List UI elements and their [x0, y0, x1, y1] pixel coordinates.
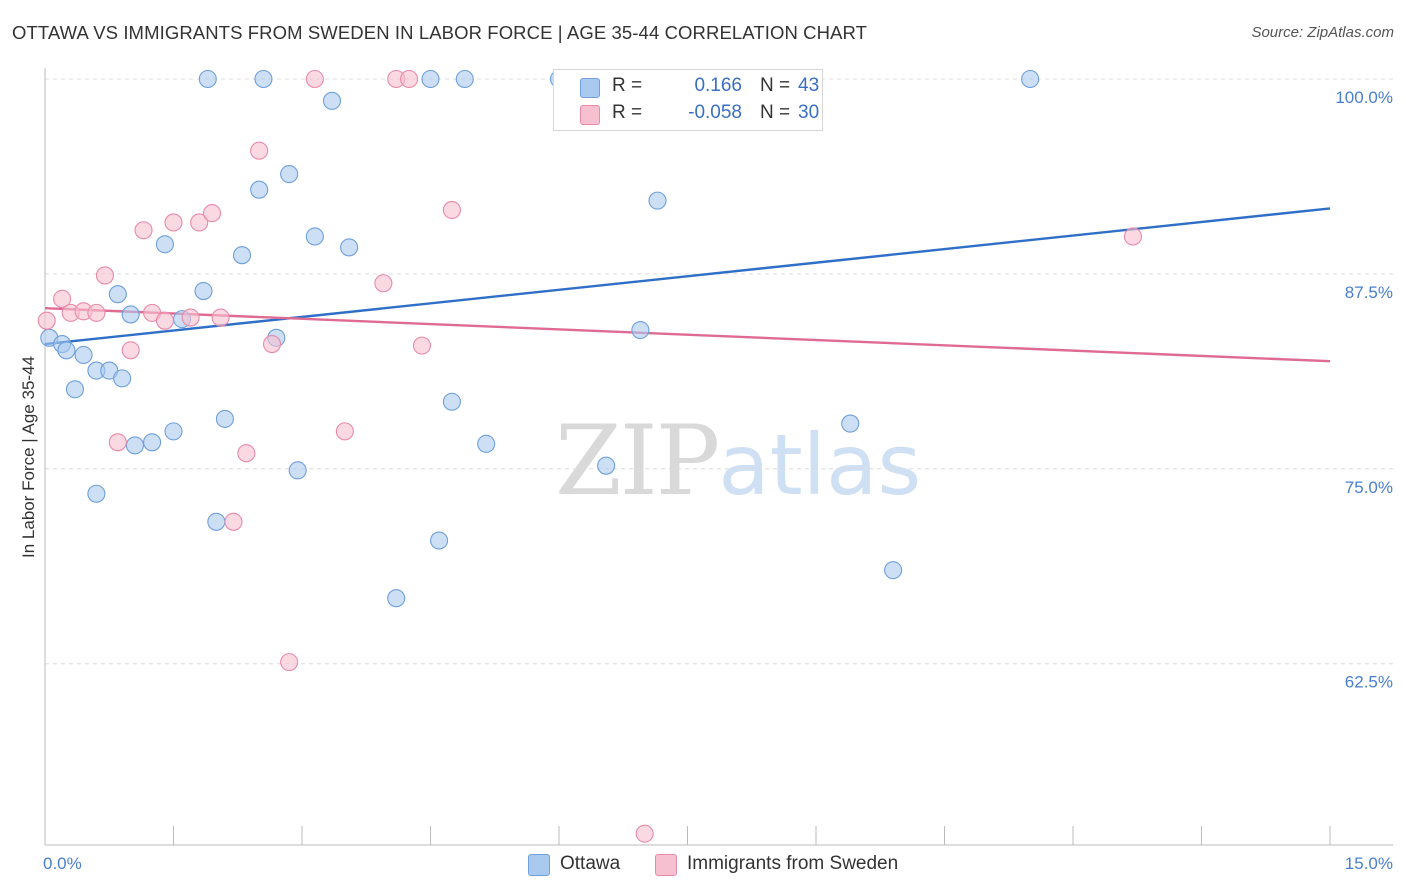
ottawa-point [305, 227, 324, 246]
watermark-zip: ZIP [555, 405, 720, 517]
ottawa-point [280, 165, 299, 184]
n-label: N = [760, 102, 791, 123]
ottawa-point [455, 69, 474, 89]
ottawa-point [322, 91, 342, 110]
y-tick-label: 75.0% [1345, 478, 1393, 497]
legend-label: Immigrants from Sweden [687, 853, 899, 874]
axes [44, 68, 1393, 846]
ottawa-legend-swatch [528, 854, 550, 876]
sweden-point [108, 433, 127, 452]
ottawa-point [207, 512, 226, 531]
sweden-point [280, 653, 299, 672]
ottawa-point [65, 380, 85, 399]
ottawa-point [87, 484, 106, 503]
ottawa-point [430, 531, 449, 550]
ottawa-point [477, 434, 496, 453]
sweden-point [87, 303, 106, 322]
sweden-point [155, 311, 174, 330]
ottawa-point [57, 341, 76, 360]
ottawa-point [198, 69, 217, 89]
ottawa-point [121, 305, 140, 324]
sweden-point [442, 200, 461, 220]
r-value: -0.058 [688, 102, 742, 123]
ottawa-point [215, 409, 234, 428]
sweden-point [164, 213, 183, 232]
legend-label: Ottawa [560, 853, 621, 874]
data-points [37, 69, 1143, 843]
r-label: R = [612, 75, 643, 96]
sweden-swatch [580, 105, 600, 125]
sweden-legend-swatch [655, 854, 677, 876]
r-label: R = [612, 102, 643, 123]
ottawa-trend-line [44, 207, 1331, 346]
ottawa-point [387, 589, 406, 608]
watermark: ZIPatlas [555, 405, 921, 517]
sweden-points [37, 69, 1143, 843]
ottawa-point [597, 456, 616, 475]
ottawa-point [648, 191, 667, 210]
watermark-atlas: atlas [718, 416, 922, 514]
ottawa-points [40, 69, 1040, 608]
sweden-point [134, 221, 153, 240]
ottawa-point [631, 320, 650, 340]
sweden-point [1123, 227, 1143, 246]
ottawa-swatch [580, 78, 600, 98]
ottawa-point [254, 69, 273, 89]
sweden-point [412, 336, 431, 355]
stats-legend: R = 0.166 N = 43 R = -0.058 N = 30 [553, 69, 823, 131]
sweden-point [305, 69, 324, 89]
x-tick-label: 0.0% [43, 854, 82, 873]
ottawa-point [340, 238, 359, 257]
ottawa-point [74, 345, 93, 365]
ottawa-point [442, 392, 461, 411]
n-value: 30 [798, 102, 820, 123]
n-value: 43 [798, 75, 820, 96]
ottawa-point [125, 436, 144, 455]
y-tick-label: 87.5% [1345, 283, 1393, 302]
y-tick-label: 62.5% [1345, 673, 1393, 692]
x-tick-label: 15.0% [1345, 854, 1393, 873]
ottawa-point [250, 180, 269, 199]
ottawa-point [155, 235, 174, 254]
ottawa-point [421, 69, 440, 89]
trend-lines [44, 207, 1331, 363]
ottawa-point [288, 461, 307, 480]
sweden-point [237, 444, 256, 463]
r-value: 0.166 [694, 75, 742, 96]
sweden-point [250, 141, 269, 160]
sweden-point [181, 308, 200, 327]
sweden-point [635, 824, 654, 843]
tick-labels: 100.0% 87.5% 75.0% 62.5% 0.0% 15.0% [43, 88, 1393, 873]
ottawa-point [841, 414, 860, 433]
ottawa-point [143, 433, 162, 452]
sweden-point [374, 274, 393, 293]
ottawa-point [232, 246, 252, 265]
ottawa-point [884, 561, 903, 580]
sweden-point [121, 341, 140, 360]
sweden-point [203, 204, 222, 223]
ottawa-point [194, 281, 213, 301]
chart-title: OTTAWA VS IMMIGRANTS FROM SWEDEN IN LABO… [12, 22, 868, 43]
ottawa-point [113, 369, 132, 388]
y-tick-label: 100.0% [1335, 88, 1393, 107]
sweden-point [95, 266, 115, 285]
sweden-point [37, 311, 56, 330]
sweden-point [53, 289, 72, 308]
chart-source: Source: ZipAtlas.com [1251, 24, 1394, 41]
ottawa-point [1021, 69, 1040, 89]
grid-lines [45, 78, 1393, 665]
sweden-point [190, 213, 209, 232]
sweden-trend-line [44, 307, 1331, 363]
sweden-point [400, 69, 419, 89]
n-label: N = [760, 75, 791, 96]
ottawa-point [164, 422, 183, 441]
sweden-point [335, 422, 354, 441]
sweden-point [211, 308, 230, 327]
ottawa-point [108, 285, 127, 304]
sweden-point [262, 335, 282, 354]
sweden-point [224, 512, 243, 531]
